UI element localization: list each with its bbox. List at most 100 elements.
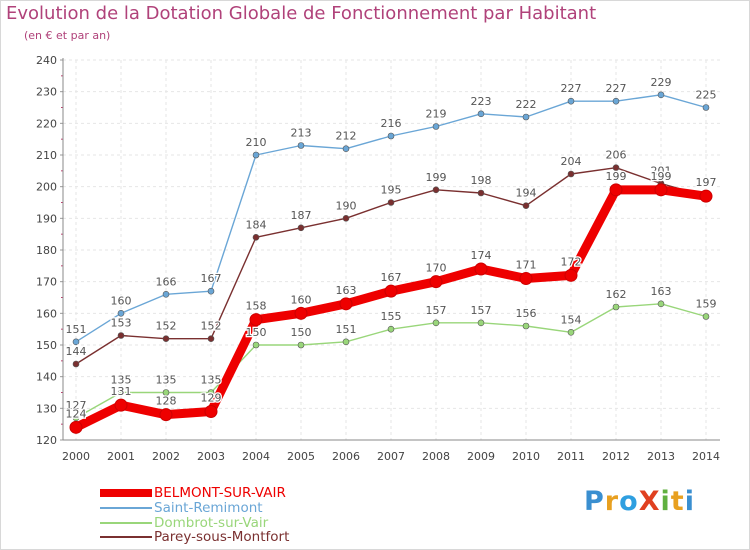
- data-label: 163: [651, 285, 672, 298]
- series-point-0: [429, 275, 443, 289]
- legend-item-saint-remimont: Saint-Remimont: [100, 500, 263, 516]
- x-tick-label: 2003: [197, 450, 225, 463]
- y-tick-label: 210: [36, 149, 57, 162]
- series-point-1: [207, 287, 215, 295]
- x-tick-label: 2005: [287, 450, 315, 463]
- data-label: 154: [561, 313, 582, 326]
- y-tick-label: 240: [36, 54, 57, 67]
- y-tick-label: 150: [36, 339, 57, 352]
- series-point-0: [339, 297, 353, 311]
- data-label: 184: [246, 218, 267, 231]
- legend-label-saint-remimont: Saint-Remimont: [154, 500, 263, 516]
- y-tick-label: 120: [36, 434, 57, 447]
- series-point-0: [699, 189, 713, 203]
- data-label: 225: [696, 89, 717, 102]
- series-point-3: [477, 189, 485, 197]
- series-point-3: [297, 224, 305, 232]
- series-point-3: [342, 215, 350, 222]
- series-point-1: [522, 113, 530, 121]
- logo-letter: P: [584, 486, 605, 517]
- data-label: 222: [516, 98, 537, 111]
- data-label: 170: [426, 262, 447, 275]
- data-label: 201: [651, 165, 672, 178]
- series-point-2: [342, 338, 350, 346]
- series-point-2: [702, 313, 710, 320]
- logo-letter: i: [660, 486, 671, 517]
- series-point-3: [387, 199, 395, 206]
- y-tick-label: 160: [36, 307, 57, 320]
- data-label: 150: [291, 326, 312, 339]
- x-tick-label: 2009: [467, 450, 495, 463]
- proxiti-logo: ProXiti: [584, 486, 695, 517]
- logo-letter: r: [604, 486, 620, 517]
- series-point-2: [252, 341, 260, 349]
- data-label: 135: [156, 374, 177, 387]
- data-label: 151: [336, 323, 357, 336]
- series-point-2: [522, 322, 530, 330]
- series-point-0: [249, 313, 263, 327]
- series-point-1: [252, 151, 260, 159]
- data-label: 199: [606, 170, 627, 183]
- data-label: 223: [471, 95, 492, 108]
- logo-letter: X: [638, 486, 661, 517]
- data-label: 195: [381, 184, 402, 197]
- series-point-0: [609, 183, 623, 197]
- logo-letter: t: [670, 486, 685, 517]
- series-point-3: [252, 234, 260, 241]
- data-label: 171: [516, 259, 537, 272]
- series-point-3: [567, 170, 575, 178]
- x-tick-label: 2002: [152, 450, 180, 463]
- legend-item-belmont: BELMONT-SUR-VAIR: [100, 485, 286, 501]
- series-point-0: [654, 183, 668, 197]
- data-label: 163: [336, 284, 357, 297]
- data-label: 199: [651, 170, 672, 183]
- data-label: 135: [111, 374, 132, 387]
- data-label: 160: [291, 293, 312, 306]
- series-point-3: [432, 186, 440, 194]
- series-point-2: [207, 389, 215, 396]
- legend-item-parey: Parey-sous-Montfort: [100, 529, 290, 545]
- data-label: 135: [201, 374, 222, 387]
- series-point-1: [162, 291, 170, 298]
- legend-swatch-belmont: [100, 489, 152, 497]
- data-label: 152: [201, 320, 222, 333]
- x-tick-label: 2010: [512, 450, 540, 463]
- series-point-1: [297, 142, 305, 149]
- data-label: 166: [156, 275, 177, 288]
- data-label: 172: [561, 255, 582, 268]
- legend-swatch-parey: [100, 536, 152, 538]
- series-point-0: [159, 408, 173, 422]
- y-tick-label: 130: [36, 402, 57, 415]
- y-tick-label: 220: [36, 117, 57, 130]
- series-point-2: [432, 319, 440, 327]
- series-point-2: [567, 329, 575, 336]
- x-tick-label: 2006: [332, 450, 360, 463]
- series-point-1: [702, 104, 710, 111]
- legend-label-belmont: BELMONT-SUR-VAIR: [154, 485, 286, 501]
- y-tick-label: 170: [36, 276, 57, 289]
- y-tick-label: 180: [36, 244, 57, 257]
- data-label: 151: [66, 323, 87, 336]
- legend-label-parey: Parey-sous-Montfort: [154, 529, 290, 545]
- data-label: 197: [696, 177, 717, 190]
- series-point-3: [207, 335, 215, 342]
- series-point-1: [657, 91, 665, 99]
- series-point-2: [657, 300, 665, 308]
- data-label: 216: [381, 117, 402, 130]
- series-point-2: [387, 325, 395, 333]
- x-tick-label: 2007: [377, 450, 405, 463]
- data-label: 152: [156, 320, 177, 333]
- data-label: 150: [246, 326, 267, 339]
- series-point-0: [474, 262, 488, 276]
- series-point-2: [297, 341, 305, 349]
- x-tick-label: 2014: [692, 450, 720, 463]
- series-point-0: [114, 398, 128, 412]
- series-point-3: [117, 332, 125, 339]
- data-label: 155: [381, 310, 402, 323]
- data-label: 219: [426, 108, 447, 121]
- series-point-2: [612, 303, 620, 311]
- x-tick-label: 2004: [242, 450, 270, 463]
- data-label: 213: [291, 127, 312, 140]
- series-point-2: [477, 319, 485, 327]
